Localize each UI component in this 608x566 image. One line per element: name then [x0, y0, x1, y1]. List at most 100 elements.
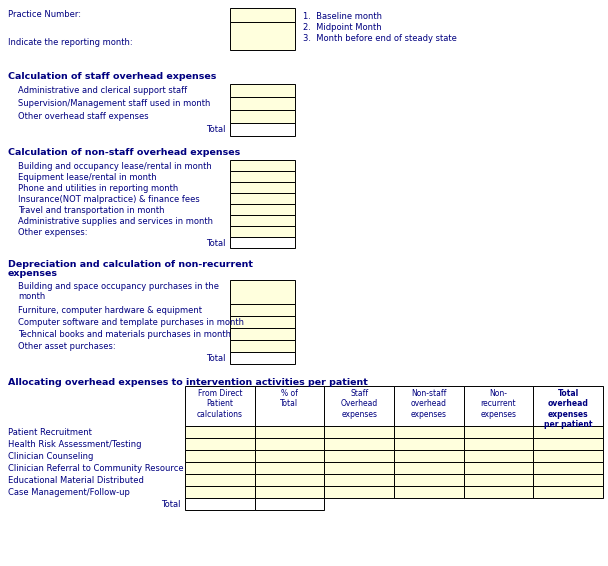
Bar — [255, 486, 324, 498]
Bar — [533, 438, 603, 450]
Text: Furniture, computer hardware & equipment: Furniture, computer hardware & equipment — [18, 306, 202, 315]
Bar — [324, 462, 394, 474]
Text: Computer software and template purchases in month: Computer software and template purchases… — [18, 318, 244, 327]
Bar — [464, 474, 533, 486]
Text: Insurance(NOT malpractice) & finance fees: Insurance(NOT malpractice) & finance fee… — [18, 195, 200, 204]
Bar — [255, 426, 324, 438]
Text: Total: Total — [207, 239, 226, 248]
Bar — [324, 486, 394, 498]
Bar — [464, 486, 533, 498]
Bar — [255, 450, 324, 462]
Bar — [533, 386, 603, 426]
Bar — [230, 97, 295, 110]
Bar — [230, 215, 295, 226]
Bar — [533, 450, 603, 462]
Text: Total: Total — [207, 125, 226, 134]
Bar — [230, 352, 295, 364]
Bar — [230, 110, 295, 123]
Bar — [533, 426, 603, 438]
Text: Building and space occupancy purchases in the
month: Building and space occupancy purchases i… — [18, 282, 219, 302]
Bar — [533, 474, 603, 486]
Text: Total
overhead
expenses
per patient: Total overhead expenses per patient — [544, 389, 592, 429]
Bar — [394, 486, 464, 498]
Bar — [255, 462, 324, 474]
Bar — [324, 450, 394, 462]
Bar — [394, 438, 464, 450]
Bar — [230, 8, 295, 22]
Bar — [255, 474, 324, 486]
Bar — [230, 237, 295, 248]
Bar — [324, 386, 394, 426]
Text: Administrative supplies and services in month: Administrative supplies and services in … — [18, 217, 213, 226]
Bar — [230, 182, 295, 193]
Text: expenses: expenses — [8, 269, 58, 278]
Text: Other overhead staff expenses: Other overhead staff expenses — [18, 112, 148, 121]
Bar — [185, 474, 255, 486]
Bar — [230, 340, 295, 352]
Text: Non-
recurrent
expenses: Non- recurrent expenses — [480, 389, 517, 419]
Bar — [185, 462, 255, 474]
Text: Patient Recruitment: Patient Recruitment — [8, 428, 92, 437]
Bar — [324, 438, 394, 450]
Text: Supervision/Management staff used in month: Supervision/Management staff used in mon… — [18, 99, 210, 108]
Text: 1.  Baseline month: 1. Baseline month — [303, 12, 382, 21]
Text: Educational Material Distributed: Educational Material Distributed — [8, 476, 144, 485]
Bar — [324, 426, 394, 438]
Text: 2.  Midpoint Month: 2. Midpoint Month — [303, 23, 382, 32]
Text: Indicate the reporting month:: Indicate the reporting month: — [8, 38, 133, 47]
Text: % of
Total: % of Total — [280, 389, 299, 409]
Bar — [464, 386, 533, 426]
Bar — [324, 474, 394, 486]
Text: Administrative and clerical support staff: Administrative and clerical support staf… — [18, 86, 187, 95]
Text: Clinician Counseling: Clinician Counseling — [8, 452, 94, 461]
Text: Building and occupancy lease/rental in month: Building and occupancy lease/rental in m… — [18, 162, 212, 171]
Bar — [255, 498, 324, 510]
Bar — [394, 450, 464, 462]
Text: Staff
Overhead
expenses: Staff Overhead expenses — [340, 389, 378, 419]
Bar — [255, 386, 324, 426]
Bar — [230, 22, 295, 50]
Bar — [230, 123, 295, 136]
Text: Technical books and materials purchases in month: Technical books and materials purchases … — [18, 330, 231, 339]
Text: Calculation of non-staff overhead expenses: Calculation of non-staff overhead expens… — [8, 148, 240, 157]
Text: Total: Total — [207, 354, 226, 363]
Bar — [230, 226, 295, 237]
Bar — [230, 328, 295, 340]
Text: Depreciation and calculation of non-recurrent: Depreciation and calculation of non-recu… — [8, 260, 253, 269]
Bar — [230, 160, 295, 171]
Text: Phone and utilities in reporting month: Phone and utilities in reporting month — [18, 184, 178, 193]
Bar — [230, 316, 295, 328]
Bar — [464, 426, 533, 438]
Bar — [230, 193, 295, 204]
Bar — [185, 450, 255, 462]
Bar — [464, 462, 533, 474]
Text: Other asset purchases:: Other asset purchases: — [18, 342, 116, 351]
Bar — [394, 474, 464, 486]
Bar — [185, 486, 255, 498]
Text: Case Management/Follow-up: Case Management/Follow-up — [8, 488, 130, 497]
Bar — [464, 438, 533, 450]
Text: Health Risk Assessment/Testing: Health Risk Assessment/Testing — [8, 440, 142, 449]
Bar — [185, 498, 255, 510]
Bar — [255, 438, 324, 450]
Text: From Direct
Patient
calculations: From Direct Patient calculations — [197, 389, 243, 419]
Text: Total: Total — [162, 500, 181, 509]
Text: Practice Number:: Practice Number: — [8, 10, 81, 19]
Text: Clinician Referral to Community Resource: Clinician Referral to Community Resource — [8, 464, 184, 473]
Text: Other expenses:: Other expenses: — [18, 228, 88, 237]
Bar — [230, 204, 295, 215]
Text: Non-staff
overhead
expenses: Non-staff overhead expenses — [411, 389, 447, 419]
Text: Travel and transportation in month: Travel and transportation in month — [18, 206, 165, 215]
Bar — [230, 171, 295, 182]
Bar — [533, 486, 603, 498]
Bar — [230, 84, 295, 97]
Bar — [230, 304, 295, 316]
Bar — [185, 438, 255, 450]
Bar — [394, 426, 464, 438]
Text: Equipment lease/rental in month: Equipment lease/rental in month — [18, 173, 157, 182]
Bar — [394, 462, 464, 474]
Text: Allocating overhead expenses to intervention activities per patient: Allocating overhead expenses to interven… — [8, 378, 368, 387]
Text: Calculation of staff overhead expenses: Calculation of staff overhead expenses — [8, 72, 216, 81]
Bar — [185, 386, 255, 426]
Text: 3.  Month before end of steady state: 3. Month before end of steady state — [303, 34, 457, 43]
